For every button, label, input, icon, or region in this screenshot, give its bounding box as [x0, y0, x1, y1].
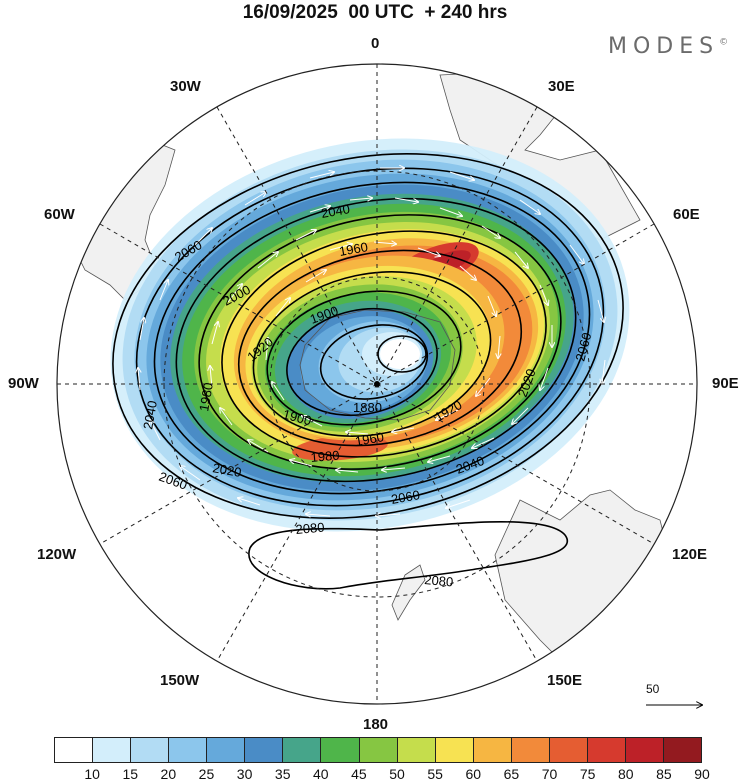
contour-label: 2060	[572, 331, 594, 363]
colorbar-swatch	[207, 738, 246, 762]
brand-logo: MODES©	[608, 34, 729, 59]
colorbar-tick-label: 65	[503, 766, 520, 782]
contour-label: 2060	[390, 487, 421, 507]
contour-2000	[198, 214, 562, 470]
map-boundary	[56, 63, 698, 705]
wind-speed-colorbar	[54, 737, 702, 763]
colorbar-tick-label: 20	[160, 766, 177, 782]
colorbar-swatch	[473, 738, 512, 762]
polar-map: 2060 2040 2000 1960 1900 1920 1980 1880 …	[56, 63, 750, 730]
colorbar-swatch	[131, 738, 170, 762]
colorbar-swatch	[549, 738, 588, 762]
reference-vector-label: 50	[646, 682, 660, 696]
contour-label: 2080	[424, 572, 454, 589]
colorbar-tick-label: 80	[617, 766, 634, 782]
colorbar-swatch	[664, 738, 702, 762]
contour-label: 1980	[196, 381, 216, 412]
contour-label: 1900	[281, 406, 313, 428]
colorbar-tick-label: 40	[313, 766, 329, 782]
colorbar-tick-label: 70	[541, 766, 558, 782]
lon-label-30w: 30W	[170, 78, 201, 95]
contour-2060-outer	[112, 153, 624, 519]
colorbar-tick-label: 75	[579, 766, 596, 782]
colorbar-tick-label: 35	[274, 766, 291, 782]
colorbar-swatch	[93, 738, 132, 762]
colorbar-swatch	[321, 738, 360, 762]
contour-1960	[237, 249, 523, 447]
colorbar-swatch	[625, 738, 664, 762]
contour-label: 2080	[295, 520, 325, 537]
lon-label-60w: 60W	[44, 206, 75, 223]
colorbar-tick-label: 60	[465, 766, 482, 782]
contour-label: 1880	[353, 400, 382, 415]
colorbar-tick-label: 10	[84, 766, 100, 782]
colorbar-swatch	[435, 738, 474, 762]
lon-label-90e: 90E	[712, 375, 739, 392]
colorbar-swatch	[587, 738, 626, 762]
colorbar-swatch	[169, 738, 208, 762]
colorbar-swatch	[55, 738, 94, 762]
colorbar-swatch	[397, 738, 436, 762]
colorbar-tick-label: 90	[694, 766, 710, 782]
lon-label-30e: 30E	[548, 78, 575, 95]
contour-1880	[319, 324, 429, 400]
contour-label: 2040	[320, 201, 351, 221]
lon-label-150w: 150W	[160, 672, 200, 689]
contour-label: 1980	[310, 448, 340, 465]
colorbar-tick-label: 55	[427, 766, 443, 782]
lon-label-150e: 150E	[547, 672, 583, 689]
colorbar-tick-label: 30	[236, 766, 253, 782]
colorbar-tick-label: 85	[656, 766, 672, 782]
contour-2020	[175, 197, 577, 483]
contour-label: 2020	[211, 460, 242, 480]
colorbar-tick-label: 15	[122, 766, 139, 782]
south-pole-marker	[374, 381, 380, 387]
contour-2080	[248, 521, 569, 590]
map-title: 16/09/2025 00 UTC + 240 hrs	[242, 2, 508, 23]
new-zealand-land	[391, 564, 426, 621]
lon-label-120w: 120W	[37, 546, 77, 563]
map-disk	[57, 64, 697, 704]
wind-vectors	[138, 168, 605, 516]
colorbar-swatch	[245, 738, 284, 762]
antarctic-coastline	[299, 309, 456, 421]
lon-label-0: 0	[371, 35, 380, 52]
colorbar-tick-label: 50	[389, 766, 405, 782]
lon-label-180: 180	[363, 716, 389, 733]
height-contours	[112, 153, 624, 590]
contour-label: 1960	[354, 429, 385, 449]
colorbar-tick-label: 45	[351, 766, 367, 782]
colorbar-swatch	[511, 738, 550, 762]
contour-label: 2040	[140, 399, 160, 430]
contour-1920	[266, 290, 462, 426]
contour-1980	[221, 230, 547, 458]
contour-label: 1960	[338, 239, 369, 259]
lon-label-60e: 60E	[673, 206, 700, 223]
lon-label-120e: 120E	[672, 546, 708, 563]
colorbar-swatch	[359, 738, 398, 762]
colorbar-tick-label: 25	[198, 766, 215, 782]
contour-1860	[377, 335, 427, 373]
colorbar-swatch	[283, 738, 322, 762]
contour-1900	[286, 307, 438, 417]
lon-label-90w: 90W	[8, 375, 39, 392]
contour-1940	[252, 271, 492, 437]
